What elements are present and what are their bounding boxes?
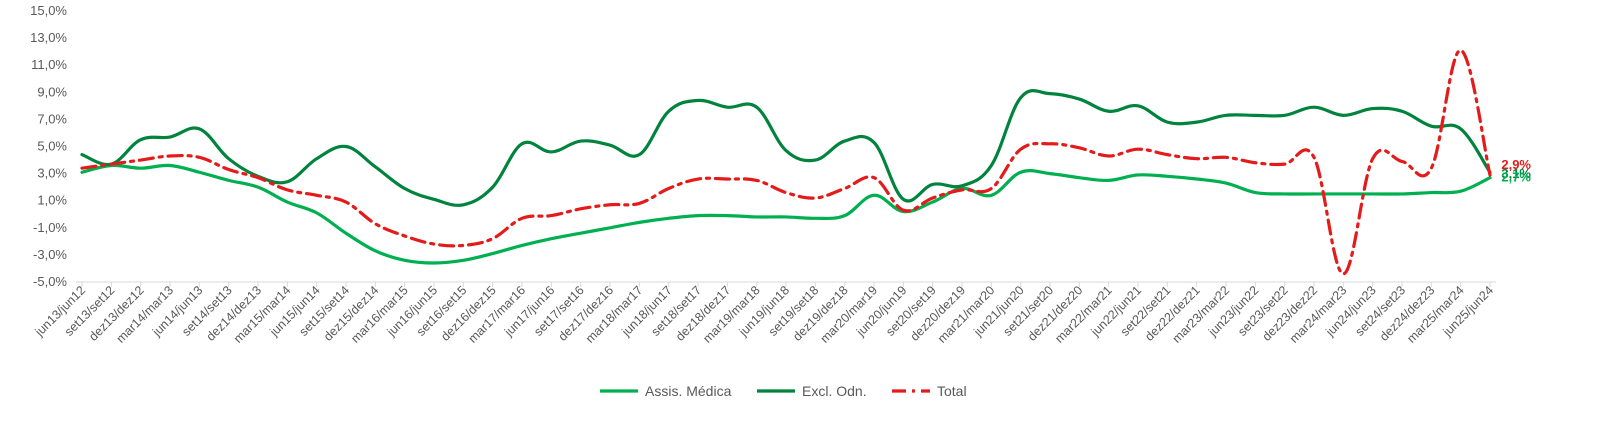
y-tick-label: 11,0% <box>31 57 67 72</box>
y-tick-label: -1,0% <box>33 220 67 235</box>
series-total <box>80 48 1492 276</box>
series-line <box>80 163 1492 265</box>
y-tick-label: 3,0% <box>37 166 67 181</box>
legend-item: Total <box>892 383 967 399</box>
series-line <box>80 89 1492 207</box>
legend-label: Assis. Médica <box>645 383 732 399</box>
y-tick-label: 15,0% <box>30 3 67 18</box>
y-tick-label: 5,0% <box>37 139 67 154</box>
end-value-label: 3,1% <box>1501 166 1531 181</box>
legend-label: Total <box>937 383 967 399</box>
end-labels: 2,9%3,1%2,7% <box>1501 157 1531 185</box>
y-tick-label: 13,0% <box>30 30 67 45</box>
y-tick-label: -3,0% <box>33 247 67 262</box>
end-value-label: 2,9% <box>1501 157 1531 172</box>
y-tick-label: 7,0% <box>37 111 67 126</box>
end-value-label: 2,7% <box>1501 170 1531 185</box>
legend-item: Assis. Médica <box>600 383 732 399</box>
legend: Assis. Médica Excl. Odn. Total <box>600 383 967 399</box>
legend-label: Excl. Odn. <box>802 383 867 399</box>
y-tick-label: -5,0% <box>33 274 67 289</box>
y-axis: -5,0% -3,0% -1,0% 1,0% 3,0% 5,0% 7,0% 9,0% 11,0%… <box>30 3 67 289</box>
legend-item: Excl. Odn. <box>757 383 867 399</box>
y-tick-label: 9,0% <box>37 84 67 99</box>
series-assis-m-dica <box>80 163 1492 265</box>
series-layer <box>80 48 1492 276</box>
series-line <box>80 48 1492 276</box>
series-excl-odn <box>80 89 1492 207</box>
x-axis: jun13/jun12set13/set12dez13/dez12mar14/m… <box>32 281 1496 346</box>
y-tick-label: 1,0% <box>37 193 67 208</box>
